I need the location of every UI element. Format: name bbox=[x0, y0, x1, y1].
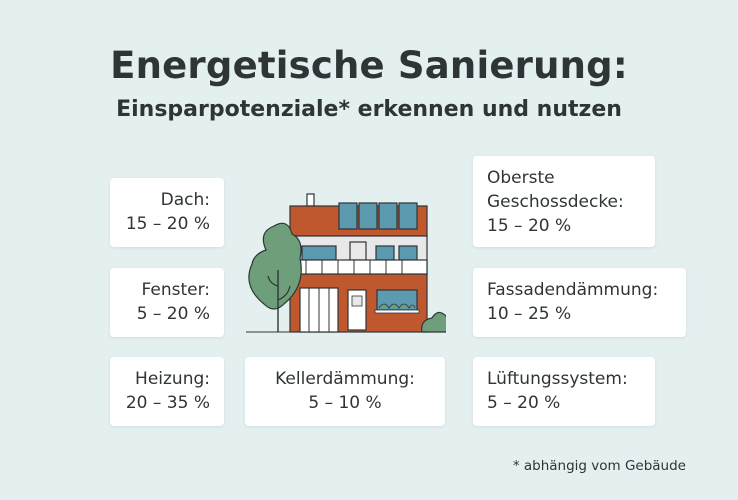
card-fassadendaemmung-value: 10 – 25 % bbox=[487, 304, 572, 324]
house-illustration bbox=[246, 193, 446, 333]
middle-windows bbox=[301, 241, 418, 261]
tree-icon bbox=[248, 222, 302, 332]
card-kellerdaemmung-value: 5 – 10 % bbox=[308, 393, 382, 413]
card-heizung: Heizung: 20 – 35 % bbox=[110, 357, 224, 426]
card-heizung-label: Heizung: bbox=[135, 369, 210, 389]
balcony-railing bbox=[289, 259, 428, 275]
card-oberste-value: 15 – 20 % bbox=[487, 216, 572, 236]
ground-window bbox=[374, 289, 420, 314]
card-kellerdaemmung: Kellerdämmung: 5 – 10 % bbox=[245, 357, 445, 426]
chimney bbox=[306, 193, 315, 207]
card-lueftungssystem-value: 5 – 20 % bbox=[487, 393, 561, 413]
card-fassadendaemmung: Fassadendämmung: 10 – 25 % bbox=[473, 268, 686, 337]
card-dach-value: 15 – 20 % bbox=[125, 214, 210, 234]
card-heizung-value: 20 – 35 % bbox=[125, 393, 210, 413]
card-kellerdaemmung-label: Kellerdämmung: bbox=[275, 369, 415, 389]
card-oberste-geschossdecke: Oberste Geschossdecke: 15 – 20 % bbox=[473, 156, 655, 247]
card-fassadendaemmung-label: Fassadendämmung: bbox=[487, 280, 659, 300]
card-oberste-label-line1: Oberste bbox=[487, 168, 555, 188]
front-door bbox=[347, 289, 367, 331]
card-fenster-value: 5 – 20 % bbox=[136, 304, 210, 324]
footnote: * abhängig vom Gebäude bbox=[512, 458, 686, 474]
page-subtitle: Einsparpotenziale* erkennen und nutzen bbox=[116, 97, 622, 122]
card-fenster: Fenster: 5 – 20 % bbox=[110, 268, 224, 337]
card-oberste-label-line2: Geschossdecke: bbox=[487, 192, 624, 212]
card-dach: Dach: 15 – 20 % bbox=[110, 178, 224, 247]
card-lueftungssystem: Lüftungssystem: 5 – 20 % bbox=[473, 357, 655, 426]
card-dach-label: Dach: bbox=[160, 190, 210, 210]
card-fenster-label: Fenster: bbox=[141, 280, 210, 300]
card-lueftungssystem-label: Lüftungssystem: bbox=[487, 369, 628, 389]
solar-panels bbox=[338, 202, 418, 230]
page-title: Energetische Sanierung: bbox=[110, 44, 628, 87]
garage-door bbox=[299, 287, 339, 333]
bush-icon bbox=[421, 311, 446, 333]
